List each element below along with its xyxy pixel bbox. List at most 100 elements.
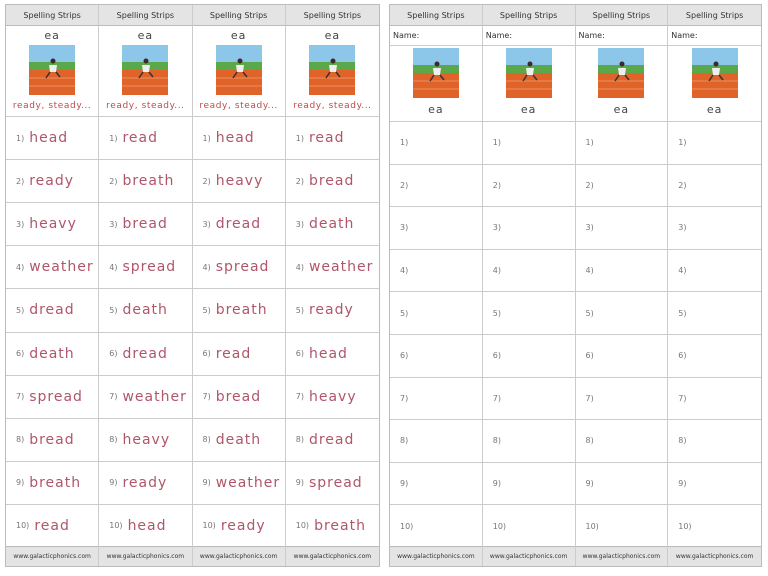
footer-url: www.galacticphonics.com	[482, 546, 575, 566]
item-number: 5)	[16, 305, 25, 315]
spelling-word: death	[29, 345, 75, 362]
word-row: 7)	[482, 376, 575, 420]
word-row: 10) head	[99, 503, 192, 547]
item-number: 9)	[678, 479, 687, 489]
strip-header: Spelling Strips	[6, 5, 99, 26]
item-number: 8)	[16, 435, 25, 445]
word-row: 5)	[390, 291, 482, 334]
item-number: 8)	[295, 435, 304, 445]
strip-header: Spelling Strips	[575, 5, 668, 26]
item-number: 7)	[109, 392, 118, 402]
word-row: 9)	[575, 461, 668, 505]
word-row: 10)	[390, 504, 482, 547]
item-number: 10)	[16, 521, 30, 531]
picture	[505, 48, 552, 98]
word-row: 7) spread	[6, 374, 99, 418]
answer-page: Spelling Strips Name: ea 1) 2) 3) 4) 5) 6) 7) 8) 9)…	[389, 4, 762, 567]
item-number: 8)	[202, 435, 211, 445]
item-number: 4)	[400, 266, 409, 276]
word-row: 9)	[482, 461, 575, 505]
strip-header: Spelling Strips	[482, 5, 575, 26]
item-number: 2)	[678, 180, 687, 190]
word-row: 1)	[390, 121, 482, 164]
item-number: 3)	[202, 219, 211, 229]
spelling-word: bread	[215, 388, 262, 405]
sound: ea	[613, 103, 630, 116]
word-row: 5)	[482, 291, 575, 334]
strip-header: Spelling Strips	[285, 5, 379, 26]
word-row: 2) heavy	[192, 159, 285, 202]
item-number: 1)	[400, 138, 409, 148]
word-row: 3)	[575, 206, 668, 249]
word-row: 6)	[482, 334, 575, 377]
item-number: 3)	[585, 223, 594, 233]
word-row: 6)	[575, 334, 668, 377]
word-row: 5)	[575, 291, 668, 334]
word-row: 9)	[390, 461, 482, 505]
runner-image	[215, 45, 262, 95]
word-row: 4)	[390, 248, 482, 292]
item-number: 4)	[585, 266, 594, 276]
word-row: 3) death	[285, 202, 379, 245]
word-row: 2)	[575, 163, 668, 207]
item-number: 6)	[109, 349, 118, 359]
item-number: 7)	[678, 393, 687, 403]
word-row: 9) spread	[285, 460, 379, 504]
word-row: 2)	[482, 163, 575, 207]
caption: ready, steady...	[199, 101, 278, 111]
item-number: 2)	[585, 180, 594, 190]
item-number: 1)	[295, 133, 304, 143]
word-row: 2)	[668, 163, 761, 207]
item-number: 5)	[295, 305, 304, 315]
spelling-word: bread	[308, 173, 355, 190]
word-row: 8)	[575, 419, 668, 462]
caption: ready, steady...	[293, 101, 372, 111]
strip-header: Spelling Strips	[668, 5, 761, 26]
word-row: 3)	[668, 206, 761, 249]
word-row: 6)	[668, 334, 761, 377]
spelling-word: heavy	[122, 431, 171, 448]
word-row: 8)	[390, 419, 482, 462]
word-row: 2)	[390, 163, 482, 207]
word-row: 10)	[668, 504, 761, 547]
spelling-word: ready	[122, 474, 168, 491]
spelling-word: read	[308, 130, 345, 147]
picture	[122, 45, 169, 95]
runner-image	[691, 48, 738, 98]
sound: ea	[137, 29, 154, 42]
word-row: 1)	[668, 121, 761, 164]
word-row: 9)	[668, 461, 761, 505]
word-row: 1) read	[285, 116, 379, 159]
word-row: 9) breath	[6, 460, 99, 504]
word-row: 5) breath	[192, 288, 285, 331]
name-label: Name:	[668, 26, 761, 46]
footer-url: www.galacticphonics.com	[285, 546, 379, 566]
footer-url: www.galacticphonics.com	[575, 546, 668, 566]
picture	[215, 45, 262, 95]
spelling-word: ready	[220, 517, 266, 534]
spelling-word: heavy	[29, 216, 77, 233]
item-number: 1)	[109, 133, 118, 143]
spelling-word: breath	[29, 474, 82, 491]
spelling-word: spread	[122, 259, 177, 276]
footer-url: www.galacticphonics.com	[99, 546, 192, 566]
word-row: 9) weather	[192, 460, 285, 504]
item-number: 5)	[109, 305, 118, 315]
item-number: 6)	[492, 351, 501, 361]
word-row: 1)	[482, 121, 575, 164]
item-number: 7)	[16, 392, 25, 402]
spelling-word: dread	[29, 302, 75, 319]
item-number: 2)	[16, 176, 25, 186]
word-row: 3) bread	[99, 202, 192, 245]
sound: ea	[230, 29, 247, 42]
item-number: 7)	[585, 393, 594, 403]
word-row: 2) ready	[6, 159, 99, 202]
item-number: 1)	[492, 138, 501, 148]
item-number: 4)	[109, 262, 118, 272]
sound: ea	[428, 103, 444, 116]
item-number: 7)	[295, 392, 304, 402]
spelling-word: heavy	[308, 388, 357, 405]
word-row: 7)	[390, 376, 482, 420]
item-number: 10)	[109, 521, 123, 531]
